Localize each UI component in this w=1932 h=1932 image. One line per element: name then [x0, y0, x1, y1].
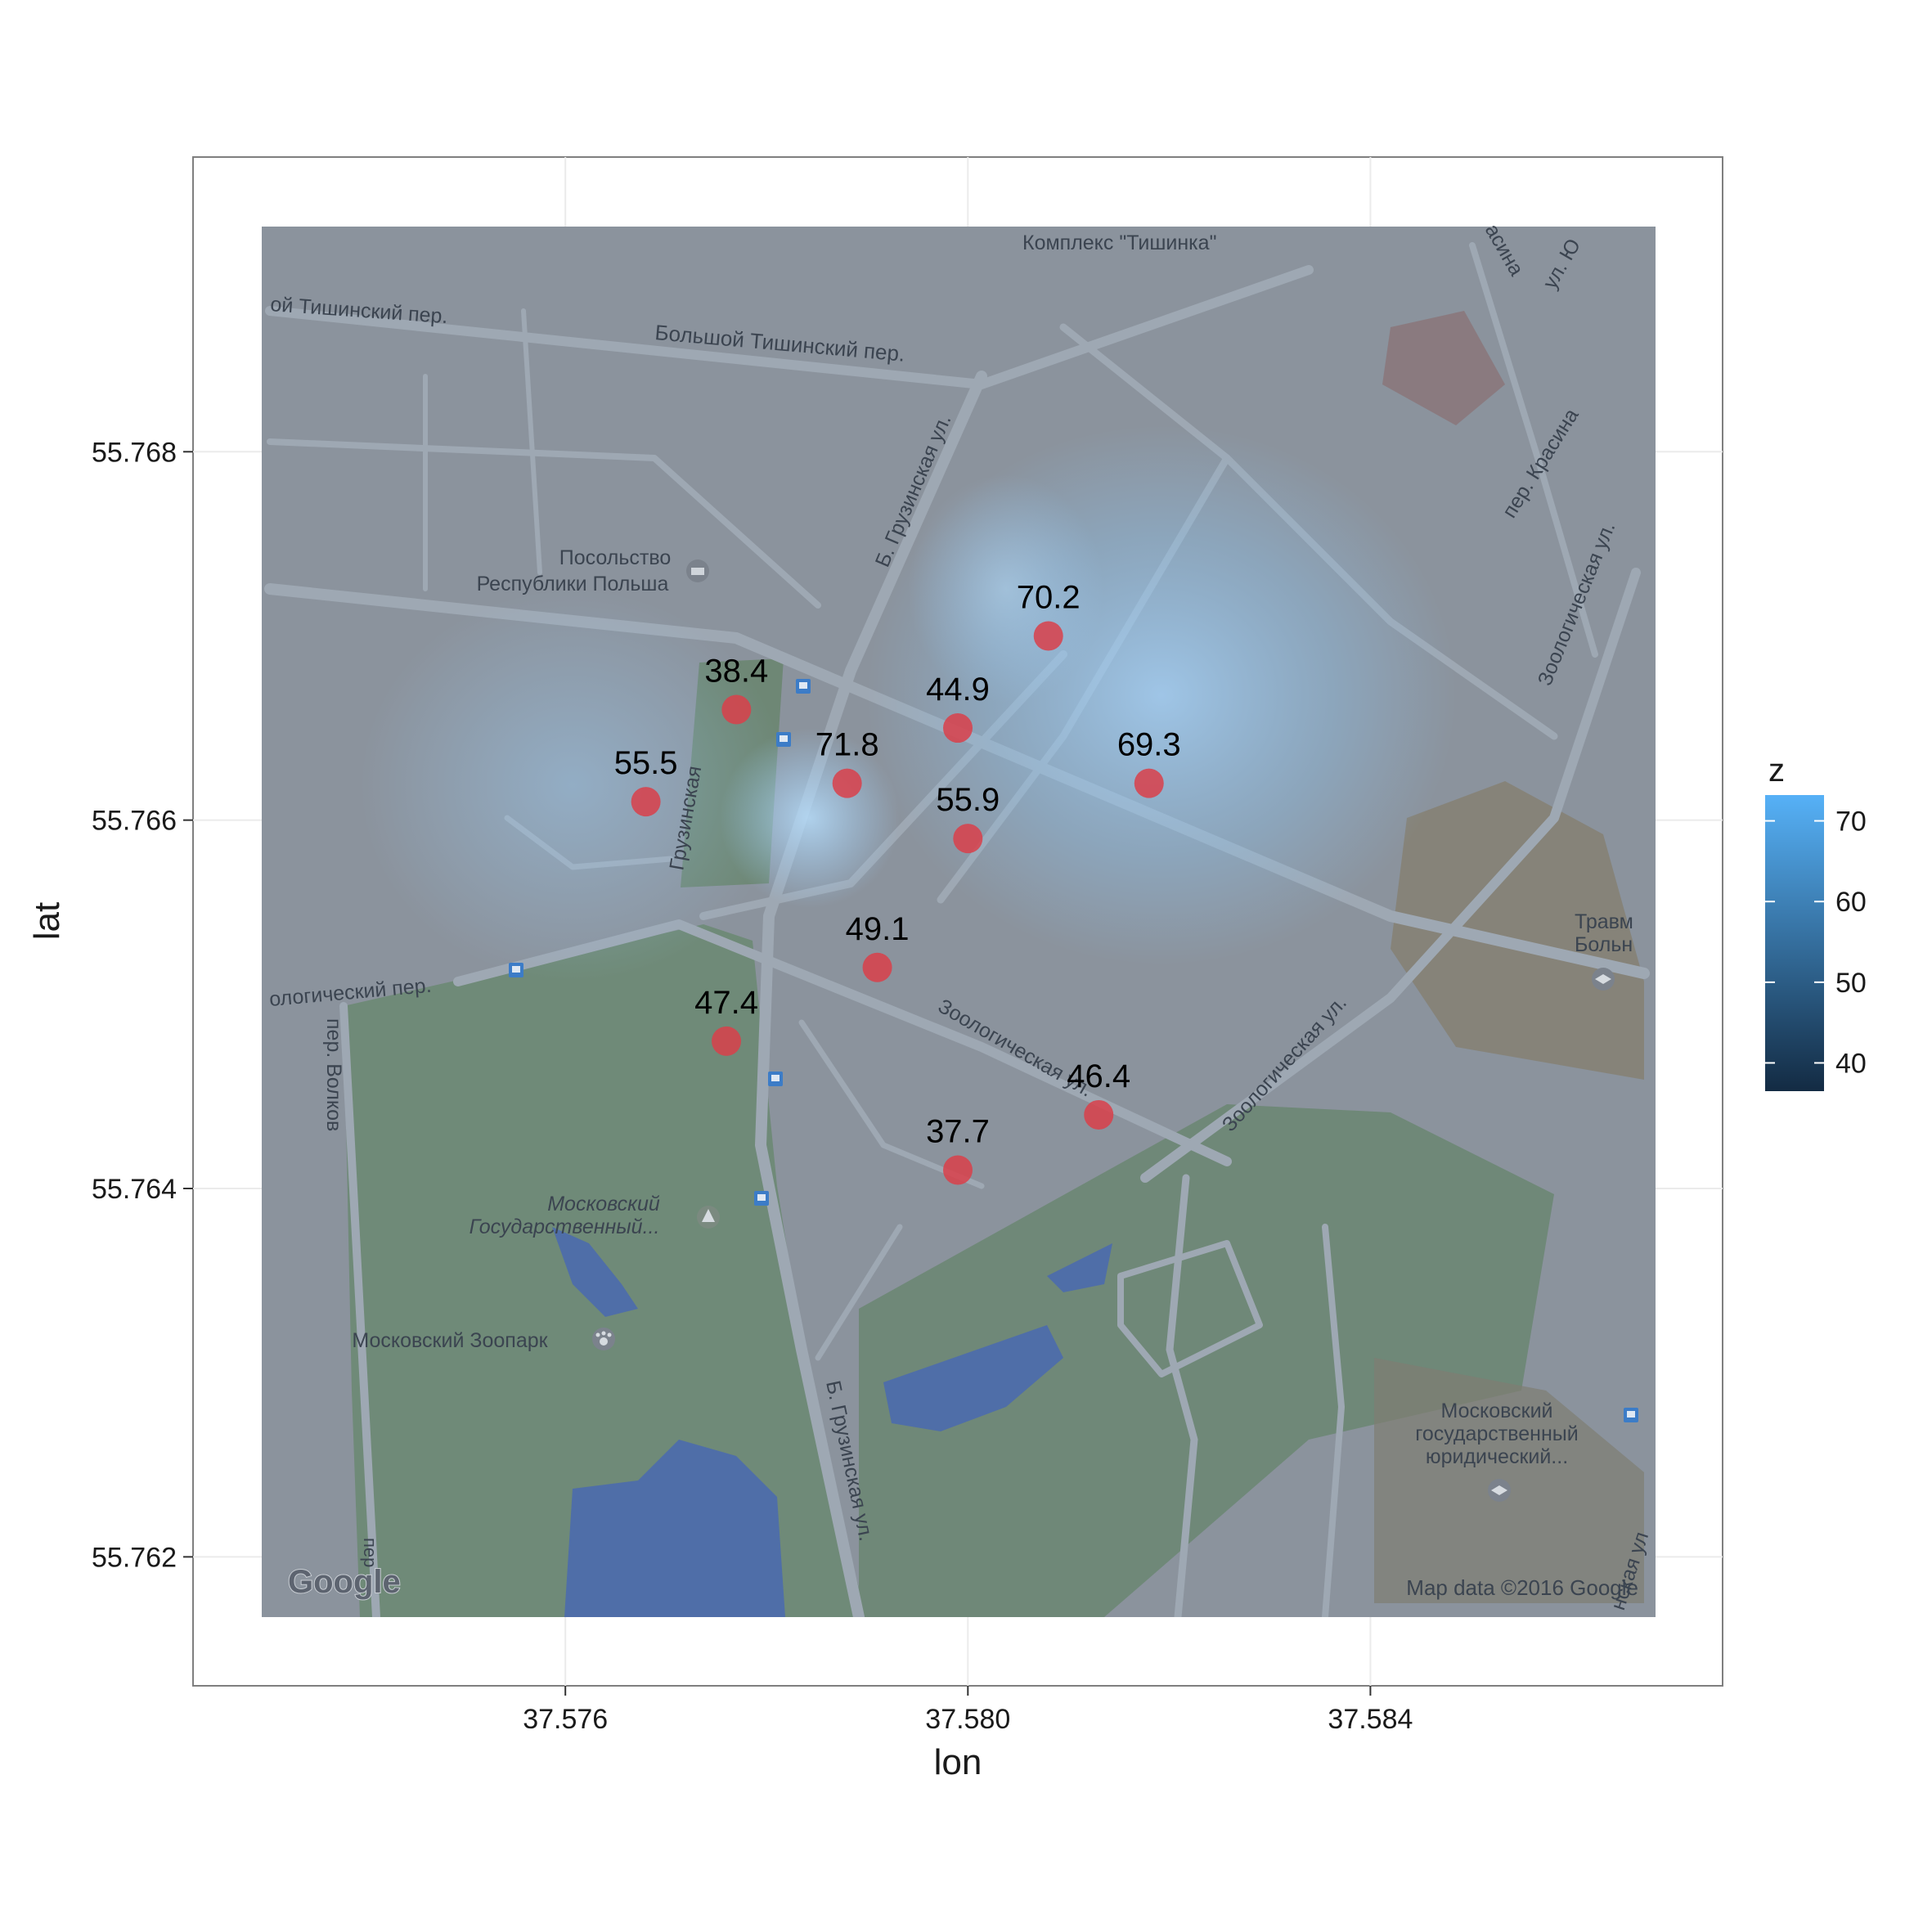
map-label: Республики Польша: [477, 573, 669, 595]
bus-stop-icon: [768, 1072, 783, 1086]
pond-1: [552, 1227, 638, 1317]
legend-colorbar: [1765, 795, 1824, 1091]
pond-2: [883, 1325, 1063, 1431]
data-label: 69.3: [1117, 727, 1181, 763]
school-icon: [1488, 1479, 1511, 1502]
map-label: Московский: [1441, 1400, 1553, 1422]
axes-layer: 37.576 37.580 37.584 55.762 55.764 55.766 55.7…: [92, 437, 1413, 1735]
data-point: [862, 952, 892, 982]
map-label: юридический...: [1426, 1445, 1568, 1468]
data-label: 44.9: [926, 672, 990, 708]
map-label: Государственный...: [470, 1215, 660, 1238]
data-label: 49.1: [846, 911, 910, 947]
campus-se: [1374, 1358, 1644, 1603]
map-label: пер. Волков: [322, 1018, 345, 1131]
legend-ticks: 40 50 60 70: [1765, 806, 1867, 1079]
park-east: [859, 1104, 1554, 1617]
y-tick-label: 55.768: [92, 437, 177, 468]
school-icon: [1592, 968, 1615, 991]
map-icons: [509, 559, 1638, 1502]
y-axis-title: lat: [27, 902, 67, 940]
data-label: 37.7: [926, 1113, 990, 1149]
legend-tick-label: 50: [1835, 968, 1867, 999]
bus-stop-icon: [776, 732, 791, 747]
data-point: [943, 713, 973, 744]
data-label: 38.4: [704, 654, 768, 690]
embassy-icon: [686, 559, 709, 582]
data-point: [712, 1026, 742, 1056]
legend-title: z: [1768, 753, 1785, 789]
map-label: Московский: [547, 1193, 660, 1215]
data-label: 70.2: [1017, 579, 1081, 615]
map-label: Посольство: [559, 546, 671, 569]
data-label: 55.9: [936, 782, 1000, 818]
bus-stop-icon: [754, 1191, 769, 1206]
data-point: [832, 768, 862, 798]
x-tick-label: 37.580: [925, 1704, 1010, 1735]
y-tick-label: 55.762: [92, 1542, 177, 1573]
zoo-paw-icon: [592, 1328, 615, 1350]
map-label: Московский Зоопарк: [352, 1329, 548, 1352]
x-axis-title: lon: [934, 1742, 982, 1782]
map-label: Комплекс "Тишинка": [1022, 231, 1216, 254]
bus-stop-icon: [1624, 1408, 1638, 1422]
data-label: 71.8: [815, 727, 879, 763]
legend-tick-label: 40: [1835, 1048, 1867, 1079]
data-point: [1033, 621, 1063, 651]
pond-3: [1047, 1243, 1112, 1292]
data-point: [943, 1155, 973, 1185]
tree-icon: [697, 1206, 720, 1229]
legend-tick-label: 70: [1835, 806, 1867, 838]
y-tick-label: 55.766: [92, 806, 177, 837]
data-point: [1134, 768, 1164, 798]
data-point: [953, 824, 983, 854]
y-tick-label: 55.764: [92, 1174, 177, 1205]
map-label: государственный: [1415, 1422, 1578, 1445]
data-label: 47.4: [694, 985, 758, 1021]
map-label: пер: [360, 1538, 380, 1567]
data-point: [1084, 1099, 1114, 1130]
x-tick-label: 37.576: [523, 1704, 608, 1735]
data-point: [721, 694, 752, 725]
legend-tick-label: 60: [1835, 887, 1867, 918]
legend: z 40 50 60 70: [1765, 753, 1867, 1091]
google-logo: Google: [288, 1564, 401, 1600]
map-label: Травм: [1575, 910, 1633, 933]
data-label: 55.5: [614, 745, 678, 781]
bus-stop-icon: [796, 679, 811, 694]
data-label: 46.4: [1067, 1058, 1130, 1094]
map-label: Больн: [1575, 933, 1633, 956]
building-ne: [1382, 311, 1505, 425]
map-raster: Комплекс "Тишинка" ой Тишинский пер. Бол…: [262, 220, 1656, 1617]
bus-stop-icon: [509, 963, 523, 977]
data-point: [631, 787, 661, 817]
park-ne: [1391, 781, 1644, 1080]
points-layer: 70.2 38.4 44.9 55.5 71.8 69.3 55.9 49.1 47.4 46.4…: [614, 579, 1181, 1185]
pond-4: [564, 1440, 785, 1617]
x-tick-label: 37.584: [1328, 1704, 1413, 1735]
map-attribution: Map data ©2016 Google: [1406, 1575, 1638, 1600]
